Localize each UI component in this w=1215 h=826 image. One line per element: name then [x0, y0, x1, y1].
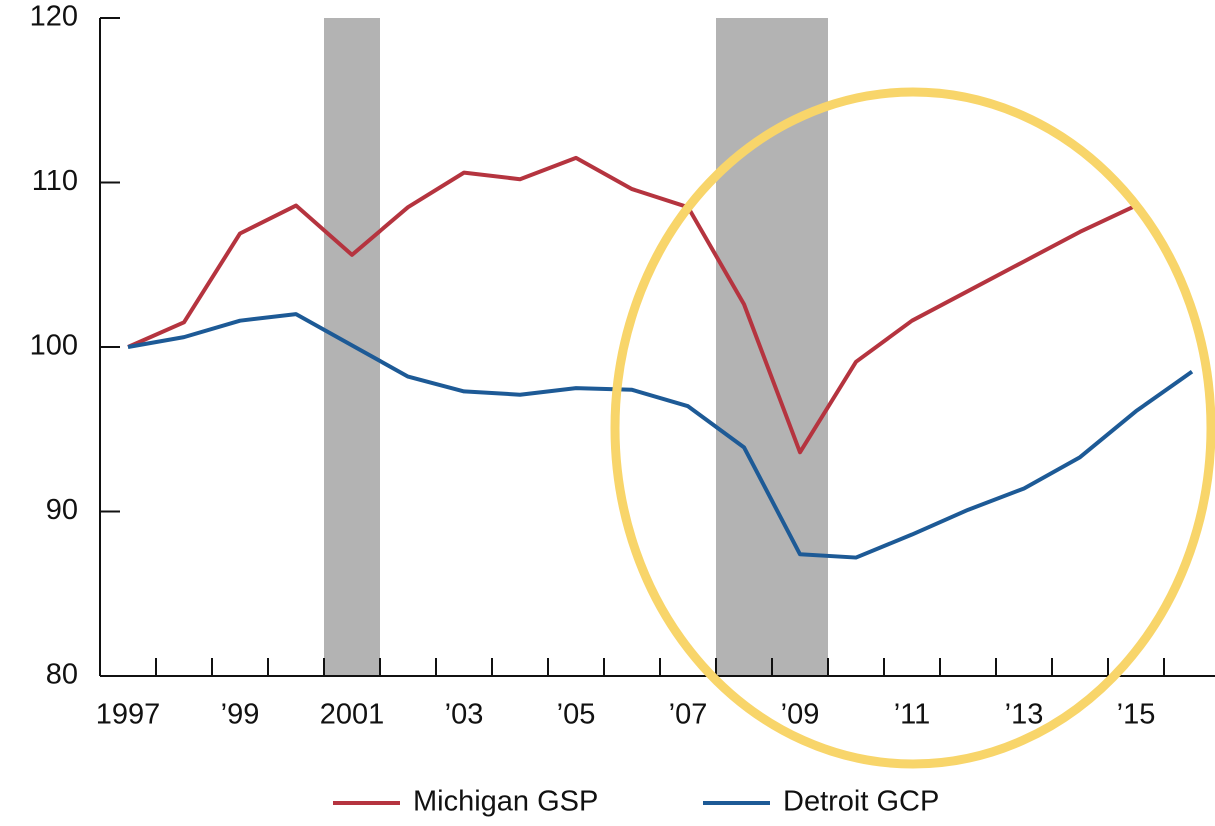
y-tick-label: 90	[46, 494, 78, 526]
x-tick-label: ’11	[894, 699, 931, 731]
y-tick-label: 100	[30, 330, 78, 362]
y-tick-label: 120	[30, 1, 78, 33]
legend-label: Michigan GSP	[413, 786, 598, 818]
x-tick-label: ’05	[557, 699, 596, 731]
lines	[127, 155, 1194, 560]
axes: 80 90 100 110 120 1997 ’99 2001 ’03 ’05 ’07 ’09 ’11 ’…	[30, 1, 1215, 731]
recession-shading	[324, 18, 828, 676]
x-tick-label: ’99	[221, 699, 260, 731]
highlight-circle	[610, 87, 1215, 769]
series-line	[127, 155, 1137, 455]
y-tick-label: 80	[46, 659, 78, 691]
x-tick-label: ’13	[1005, 699, 1044, 731]
x-tick-label: ’15	[1117, 699, 1156, 731]
x-tick-label: 1997	[96, 699, 161, 731]
x-tick-label: ’07	[669, 699, 708, 731]
x-tick-label: ’09	[781, 699, 820, 731]
series-line	[127, 312, 1194, 560]
x-tick-label: 2001	[320, 699, 385, 731]
legend: Michigan GSP Detroit GCP	[333, 786, 939, 818]
y-tick-label: 110	[32, 165, 78, 197]
legend-label: Detroit GCP	[783, 786, 939, 818]
x-tick-label: ’03	[445, 699, 484, 731]
